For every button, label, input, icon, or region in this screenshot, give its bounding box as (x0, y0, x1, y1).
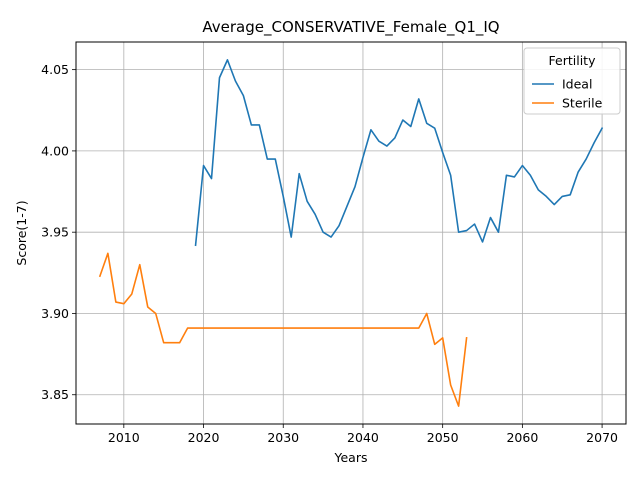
x-tick-label: 2030 (267, 430, 299, 445)
x-axis-ticks: 2010 2020 2030 2040 2050 2060 2070 (108, 424, 618, 445)
chart-title: Average_CONSERVATIVE_Female_Q1_IQ (202, 18, 499, 37)
x-tick-label: 2020 (188, 430, 220, 445)
plot-frame (75, 41, 627, 425)
y-tick-label: 3.85 (41, 387, 69, 402)
y-tick-label: 3.95 (41, 225, 69, 240)
legend-label-ideal: Ideal (562, 77, 592, 92)
legend: Fertility Ideal Sterile (523, 47, 621, 115)
x-tick-label: 2040 (347, 430, 379, 445)
x-tick-label: 2070 (586, 430, 618, 445)
x-tick-label: 2010 (108, 430, 140, 445)
grid-lines (76, 42, 626, 424)
x-tick-label: 2050 (427, 430, 459, 445)
y-axis-title: Score(1-7) (14, 200, 29, 265)
legend-title: Fertility (549, 53, 597, 68)
x-axis-title: Years (334, 450, 368, 465)
series-line-sterile (98, 252, 468, 407)
series-line-ideal (194, 59, 604, 247)
series-lines (98, 59, 604, 407)
legend-label-sterile: Sterile (562, 96, 603, 111)
y-tick-label: 4.00 (41, 143, 69, 158)
y-tick-label: 4.05 (41, 62, 69, 77)
y-tick-label: 3.90 (41, 306, 69, 321)
legend-box (523, 47, 621, 115)
x-tick-label: 2060 (506, 430, 538, 445)
y-axis-ticks: 3.85 3.90 3.95 4.00 4.05 (41, 62, 76, 402)
